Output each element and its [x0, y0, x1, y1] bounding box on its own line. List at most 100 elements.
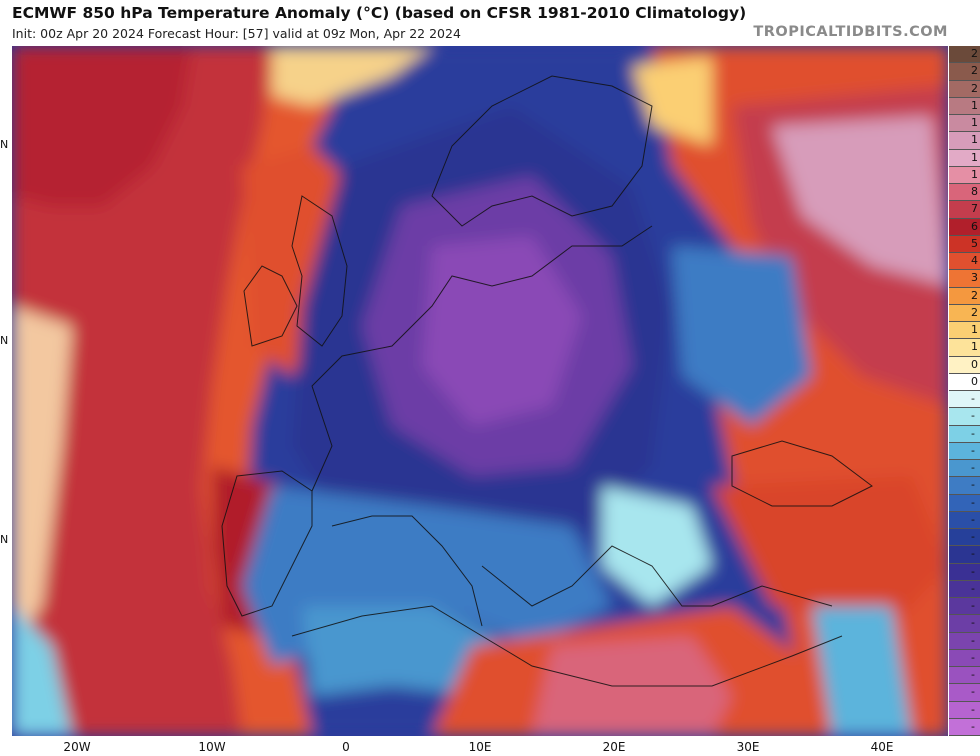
legend-label: -	[971, 616, 975, 630]
legend-swatch: -	[949, 477, 980, 495]
balkans-mild-cool-region	[602, 486, 712, 606]
russia-warm-core	[772, 116, 948, 286]
legend-label: -	[971, 668, 975, 681]
legend-swatch: -	[949, 546, 980, 564]
north-atlantic-warm-core	[12, 46, 192, 206]
legend-label: -	[971, 512, 975, 526]
legend-label: 2	[971, 288, 978, 302]
legend-label: 5	[971, 236, 978, 250]
legend-label: 0	[971, 374, 978, 388]
legend-label: -	[971, 478, 975, 492]
legend-label: 1	[971, 150, 978, 164]
scandinavia-coastline	[431, 75, 653, 227]
legend-label: -	[971, 685, 975, 699]
legend-label: -	[971, 581, 975, 595]
legend-swatch: 0	[949, 356, 980, 374]
legend-swatch: -	[949, 391, 980, 409]
legend-swatch: 2	[949, 46, 980, 64]
legend-swatch: -	[949, 494, 980, 512]
legend-swatch: 7	[949, 201, 980, 219]
legend-swatch: 5	[949, 235, 980, 253]
iberia-coastline	[221, 470, 313, 617]
legend-label: 1	[971, 167, 978, 181]
legend-label: -	[971, 461, 975, 474]
legend-swatch: -	[949, 442, 980, 460]
black-sea-coastline	[731, 440, 873, 507]
map-canvas	[12, 46, 948, 736]
legend-label: 6	[971, 219, 978, 233]
atlantic-strong-warm-region	[12, 46, 272, 736]
germany-poland-cold-core	[422, 236, 582, 426]
legend-label: 1	[971, 98, 978, 112]
legend-swatch: -	[949, 667, 980, 685]
coastlines	[221, 75, 873, 687]
legend-swatch: -	[949, 598, 980, 616]
north-africa-cool-region	[302, 606, 512, 696]
legend-label: -	[971, 392, 975, 405]
legend-swatch: -	[949, 529, 980, 547]
legend-label: -	[971, 530, 975, 543]
scandinavia-mild-region	[632, 56, 712, 146]
legend-swatch: 6	[949, 218, 980, 236]
legend-label: 2	[971, 47, 978, 60]
legend-swatch: -	[949, 632, 980, 650]
legend-swatch: 3	[949, 270, 980, 288]
legend-swatch: -	[949, 615, 980, 633]
legend-swatch: 2	[949, 80, 980, 98]
legend-label: 1	[971, 323, 978, 336]
atlantic-mild-band	[12, 306, 72, 646]
legend-label: -	[971, 547, 975, 561]
legend-label: 3	[971, 271, 978, 285]
legend-label: 1	[971, 340, 978, 354]
y-tick-middle: N	[0, 334, 9, 347]
x-tick-20w: 20W	[63, 740, 91, 754]
legend-swatch: 4	[949, 253, 980, 271]
x-tick-30e: 30E	[736, 740, 760, 754]
map-title: ECMWF 850 hPa Temperature Anomaly (°C) (…	[12, 4, 747, 22]
legend-swatch: -	[949, 408, 980, 426]
legend-label: -	[971, 426, 975, 440]
mediterranean-north-coastline	[331, 515, 483, 627]
legend-swatch: 1	[949, 339, 980, 357]
x-tick-0: 0	[342, 740, 350, 754]
legend-swatch: 2	[949, 304, 980, 322]
legend-swatch: -	[949, 460, 980, 478]
legend-label: 4	[971, 254, 978, 267]
x-tick-10e: 10E	[468, 740, 492, 754]
legend-swatch: -	[949, 649, 980, 667]
atlantic-cool-corner	[12, 606, 72, 736]
legend-swatch: 1	[949, 115, 980, 133]
legend-swatch: -	[949, 563, 980, 581]
legend-label: 1	[971, 116, 978, 129]
legend-label: -	[971, 650, 975, 664]
legend-swatch: 8	[949, 184, 980, 202]
legend-swatch: 1	[949, 97, 980, 115]
balkan-turkey-coastline	[481, 545, 833, 607]
legend-label: -	[971, 443, 975, 457]
legend-swatch: 1	[949, 132, 980, 150]
legend-swatch: 0	[949, 373, 980, 391]
map-subtitle: Init: 00z Apr 20 2024 Forecast Hour: [57…	[12, 26, 461, 41]
legend-label: -	[971, 633, 975, 647]
legend-label: -	[971, 599, 975, 612]
legend-swatch: 2	[949, 287, 980, 305]
legend-label: 7	[971, 202, 978, 216]
legend-swatch: 2	[949, 63, 980, 81]
legend-swatch: 1	[949, 149, 980, 167]
europe-north-coastline	[311, 225, 653, 492]
legend-label: -	[971, 409, 975, 423]
x-tick-40e: 40E	[870, 740, 894, 754]
color-scale-legend: 2 2 2 1 1 1 1 1 8 7 6 5 4 3 2 2 1 1 0 0 - - - - - - - - - - - - - - - - - - - -	[949, 46, 980, 736]
legend-swatch: -	[949, 425, 980, 443]
legend-swatch: -	[949, 684, 980, 702]
north-africa-coastline	[291, 605, 843, 687]
legend-label: -	[971, 495, 975, 509]
legend-label: 2	[971, 305, 978, 319]
legend-label: -	[971, 564, 975, 578]
great-britain-coastline	[291, 195, 348, 347]
y-tick-lower: N	[0, 533, 9, 546]
legend-label: 2	[971, 81, 978, 95]
legend-label: 2	[971, 64, 978, 78]
legend-label: 8	[971, 185, 978, 198]
temperature-anomaly-map	[12, 46, 948, 736]
